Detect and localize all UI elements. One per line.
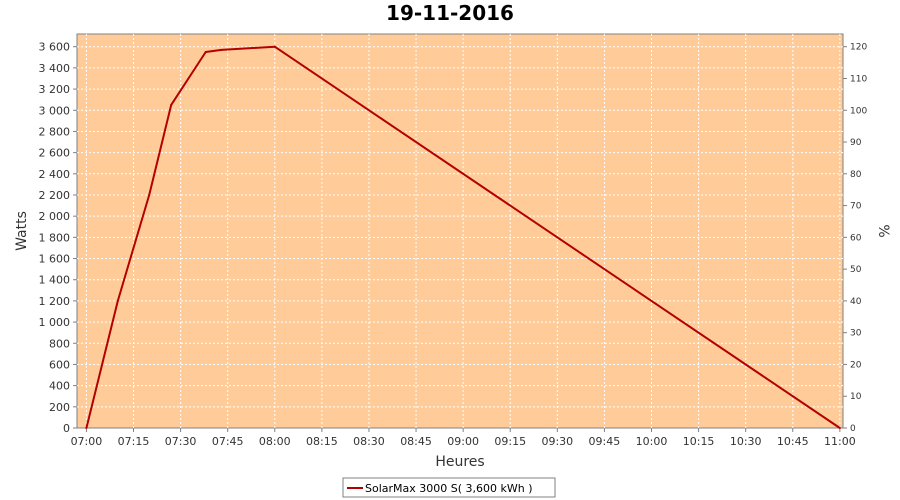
y2-tick-label: 110 [850, 74, 867, 84]
y2-axis-label: % [875, 224, 891, 237]
y2-tick-label: 10 [850, 392, 862, 402]
x-tick-label: 08:30 [353, 435, 385, 448]
y-tick-label: 1 400 [39, 274, 71, 287]
x-tick-label: 07:45 [212, 435, 244, 448]
legend: SolarMax 3000 S( 3,600 kWh ) [342, 477, 556, 498]
x-tick-label: 10:30 [730, 435, 762, 448]
y-tick-label: 0 [63, 422, 70, 435]
y2-tick-label: 100 [850, 106, 867, 116]
x-tick-label: 10:15 [683, 435, 715, 448]
data-point [204, 51, 207, 54]
y2-tick-label: 90 [850, 138, 862, 148]
x-tick-label: 07:30 [165, 435, 197, 448]
y2-tick-label: 60 [850, 233, 862, 243]
x-tick-label: 07:15 [118, 435, 150, 448]
x-tick-label: 08:15 [306, 435, 338, 448]
x-tick-label: 08:00 [259, 435, 291, 448]
y-tick-label: 200 [49, 401, 70, 414]
x-tick-label: 09:00 [447, 435, 479, 448]
y-tick-label: 2 800 [39, 125, 71, 138]
y-tick-label: 1 800 [39, 231, 71, 244]
y-tick-label: 3 400 [39, 62, 71, 75]
x-tick-label: 09:45 [589, 435, 621, 448]
x-tick-label: 11:00 [824, 435, 856, 448]
series-group [85, 45, 841, 429]
y-tick-label: 1 000 [39, 316, 71, 329]
y-tick-label: 3 200 [39, 83, 71, 96]
x-tick-label: 09:15 [494, 435, 526, 448]
y-tick-label: 2 400 [39, 168, 71, 181]
grid-lines [77, 34, 843, 428]
y-tick-label: 2 200 [39, 189, 71, 202]
data-point [85, 427, 88, 429]
y-tick-label: 3 600 [39, 41, 71, 54]
y2-tick-label: 0 [850, 424, 856, 434]
data-point [116, 299, 119, 302]
data-point [838, 427, 841, 429]
x-tick-label: 10:00 [636, 435, 668, 448]
y-tick-label: 3 000 [39, 104, 71, 117]
data-point [273, 45, 276, 48]
x-tick-label: 10:45 [777, 435, 809, 448]
chart-title: 19-11-2016 [386, 1, 514, 25]
y2-tick-label: 30 [850, 329, 862, 339]
y2-tick-label: 120 [850, 43, 867, 53]
data-point [220, 48, 223, 51]
right-axis: 0 10 20 30 40 50 60 70 80 90 100 110 120 [843, 43, 867, 434]
x-tick-label: 08:45 [400, 435, 432, 448]
y2-tick-label: 70 [850, 202, 862, 212]
y2-tick-label: 50 [850, 265, 862, 275]
x-axis-label: Heures [435, 454, 484, 470]
x-tick-label: 09:30 [541, 435, 573, 448]
y-tick-label: 2 600 [39, 147, 71, 160]
plot-area [76, 33, 844, 429]
data-point [170, 103, 173, 106]
legend-label: SolarMax 3000 S( 3,600 kWh ) [365, 482, 533, 495]
y-tick-label: 2 000 [39, 210, 71, 223]
y-tick-label: 1 200 [39, 295, 71, 308]
y2-tick-label: 20 [850, 360, 862, 370]
y2-tick-label: 80 [850, 170, 862, 180]
y-tick-label: 800 [49, 337, 70, 350]
legend-box [342, 477, 556, 498]
y2-tick-label: 40 [850, 297, 862, 307]
data-point [148, 193, 151, 196]
left-axis: 0 200 400 600 800 1 000 1 200 1 400 1 600 1 800 2 … [39, 41, 77, 435]
y-tick-label: 400 [49, 380, 70, 393]
series-line [85, 45, 841, 429]
y-tick-label: 1 600 [39, 253, 71, 266]
y-axis-label: Watts [14, 211, 30, 251]
y-tick-label: 600 [49, 358, 70, 371]
bottom-axis: 07:00 07:15 07:30 07:45 08:00 08:15 08:30 08:45… [71, 428, 856, 448]
x-tick-label: 07:00 [71, 435, 103, 448]
